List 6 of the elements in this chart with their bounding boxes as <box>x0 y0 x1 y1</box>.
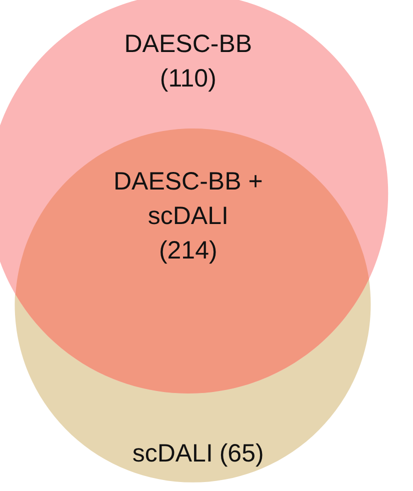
data-label: (110) <box>160 64 216 93</box>
category-label: scDALI <box>132 440 213 468</box>
data-label: (214) <box>158 236 218 264</box>
data-label: (65) <box>219 440 264 468</box>
category-label: DAESC-BB <box>124 30 252 58</box>
category-label: DAESC-BB + scDALI <box>113 168 263 230</box>
